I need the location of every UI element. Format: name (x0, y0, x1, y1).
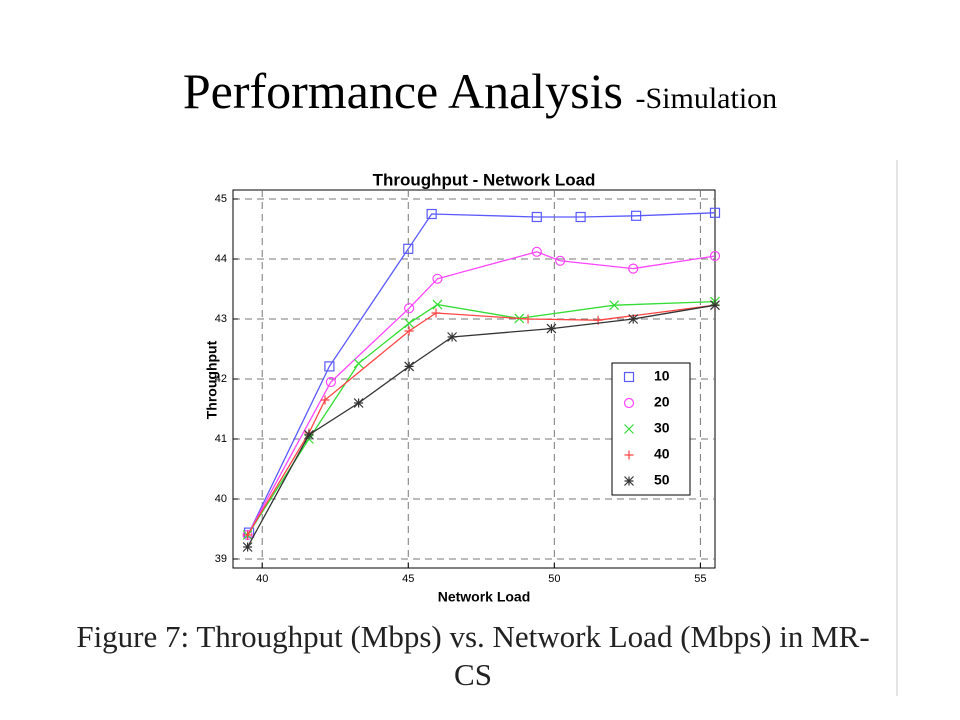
legend-label: 20 (654, 394, 670, 410)
marker (555, 255, 566, 266)
legend-box (611, 362, 691, 496)
marker (546, 323, 557, 334)
marker (320, 395, 330, 405)
marker (324, 361, 335, 372)
marker (353, 398, 364, 408)
legend-marker (623, 371, 635, 383)
legend-label: 10 (654, 368, 670, 384)
marker (404, 318, 415, 329)
marker (575, 211, 586, 223)
y-tick-label: 44 (215, 253, 227, 265)
chart-title: Throughput - Network Load (373, 170, 596, 189)
marker (242, 542, 253, 552)
marker (709, 250, 721, 262)
x-tick-label: 45 (402, 573, 414, 585)
marker (609, 300, 620, 311)
x-tick-label: 55 (694, 573, 706, 585)
marker (631, 210, 642, 221)
title-sub: -Simulation (635, 82, 778, 115)
marker (243, 530, 253, 540)
marker (531, 211, 542, 223)
legend-marker (624, 424, 634, 434)
marker (432, 273, 443, 284)
marker (304, 429, 314, 440)
marker (531, 246, 542, 257)
marker (447, 332, 458, 342)
series-line (247, 304, 716, 548)
legend-marker (623, 397, 635, 409)
series-line (247, 251, 716, 536)
x-axis-label: Network Load (438, 589, 531, 605)
marker (426, 208, 437, 220)
marker (628, 314, 639, 324)
legend-label: 50 (654, 472, 670, 488)
marker (403, 243, 414, 254)
marker (404, 361, 415, 372)
y-tick-label: 43 (215, 313, 227, 325)
y-axis-label: Throughput (204, 340, 220, 419)
marker (404, 326, 414, 336)
y-tick-label: 40 (215, 493, 227, 505)
series-line (248, 212, 716, 533)
legend-marker (624, 476, 634, 486)
y-tick-label: 42 (215, 373, 227, 385)
y-tick-label: 39 (215, 553, 227, 565)
legend-marker (624, 450, 634, 460)
marker (523, 314, 533, 324)
legend-label: 40 (654, 446, 670, 462)
marker (431, 308, 441, 318)
x-tick-label: 40 (256, 573, 268, 585)
marker (325, 376, 336, 388)
marker (628, 263, 639, 274)
legend-label: 30 (654, 420, 670, 436)
series-line (247, 304, 716, 536)
figure-panel (48, 160, 898, 696)
chart: Throughput - Network Load Network Load T… (204, 170, 721, 605)
marker (404, 303, 415, 314)
x-tick-label: 50 (548, 573, 560, 585)
slide-title: Performance Analysis -Simulation (0, 62, 960, 120)
marker (432, 299, 443, 310)
y-tick-label: 41 (215, 433, 227, 445)
y-tick-label: 45 (215, 193, 227, 205)
series-line (247, 300, 716, 536)
marker (709, 207, 721, 218)
figure-caption: Figure 7: Throughput (Mbps) vs. Network … (76, 619, 870, 692)
title-main: Performance Analysis (182, 63, 623, 119)
marker (353, 358, 364, 369)
marker (710, 300, 720, 311)
